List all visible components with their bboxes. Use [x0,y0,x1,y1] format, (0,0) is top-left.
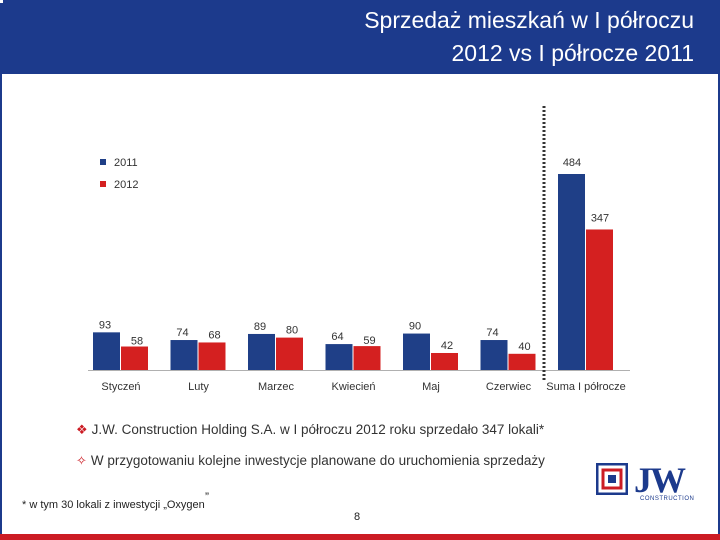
bullet-text-2: W przygotowaniu kolejne inwestycje plano… [90,453,545,468]
bar-2011-4 [403,333,430,370]
data-label-2011-5: 74 [486,327,498,339]
category-label-2: Marzec [258,381,295,393]
data-label-2011-2: 89 [254,321,266,333]
logo-square-icon [596,463,628,495]
frame-left-border [0,74,2,534]
logo-subtitle: CONSTRUCTION [640,496,695,502]
footnote: * w tym 30 lokali z inwestycji „Oxygen [22,499,205,511]
bar-2011-5 [480,340,508,370]
data-label-2011-4: 90 [409,321,421,333]
legend-label-2012: 2012 [114,179,138,191]
data-label-2012-6: 347 [591,212,609,224]
bar-2012-4 [431,352,458,370]
frame-bottom-border [0,534,720,540]
legend-swatch-2011 [100,159,106,165]
legend-swatch-2012 [100,181,106,187]
header-bar: Sprzedaż mieszkań w I półroczu 2012 vs I… [0,0,720,74]
category-label-3: Kwiecień [331,381,375,393]
outline-diamond-icon: ✧ [76,453,87,468]
bar-2011-1 [170,340,198,370]
data-label-2011-3: 64 [331,331,343,343]
category-label-4: Maj [422,381,440,393]
logo-text: JW [634,460,686,500]
data-label-2012-0: 58 [131,336,143,348]
corner-mark [0,0,3,3]
bullet-item-2: ✧ W przygotowaniu kolejne inwestycje plan… [76,453,545,469]
legend-label-2011: 2011 [114,157,138,169]
bar-2012-1 [198,342,226,370]
slide-title-line1: Sprzedaż mieszkań w I półroczu [364,7,694,33]
data-label-2012-1: 68 [208,329,220,341]
category-label-5: Czerwiec [486,381,532,393]
filled-diamond-icon: ❖ [76,422,88,437]
frame-right-border [718,74,720,534]
bar-2012-0 [121,346,148,370]
data-label-2012-3: 59 [363,335,375,347]
bar-2011-3 [325,344,353,370]
category-label-6: Suma I półrocze [546,381,625,393]
bar-2011-6 [558,174,585,370]
bar-2012-6 [586,229,613,370]
data-label-2012-2: 80 [286,325,298,337]
data-label-2012-5: 40 [518,341,530,353]
data-label-2012-4: 42 [441,340,453,352]
bar-chart: 2011 2012 93 58 Styczeń 74 68 Luty 89 80 Marzec 64 5… [88,106,630,393]
data-label-2011-1: 74 [176,327,188,339]
bar-2012-5 [508,353,536,370]
slide-title-line2: 2012 vs I półrocze 2011 [451,40,694,66]
bullet-item-1: ❖ J.W. Construction Holding S.A. w I półr… [76,422,544,438]
category-label-1: Luty [188,381,209,393]
bar-2012-2 [276,337,303,370]
bar-2011-2 [248,333,275,370]
page-number: 8 [354,511,361,523]
bullet-text-1: J.W. Construction Holding S.A. w I półro… [91,422,545,437]
footnote-closing-quote: ” [205,490,209,504]
company-logo: JW CONSTRUCTION [596,460,696,507]
category-label-0: Styczeń [101,381,140,393]
data-label-2011-6: 484 [563,157,581,169]
bar-2012-3 [353,346,381,370]
bar-2011-0 [93,332,120,370]
data-label-2011-0: 93 [99,319,111,331]
